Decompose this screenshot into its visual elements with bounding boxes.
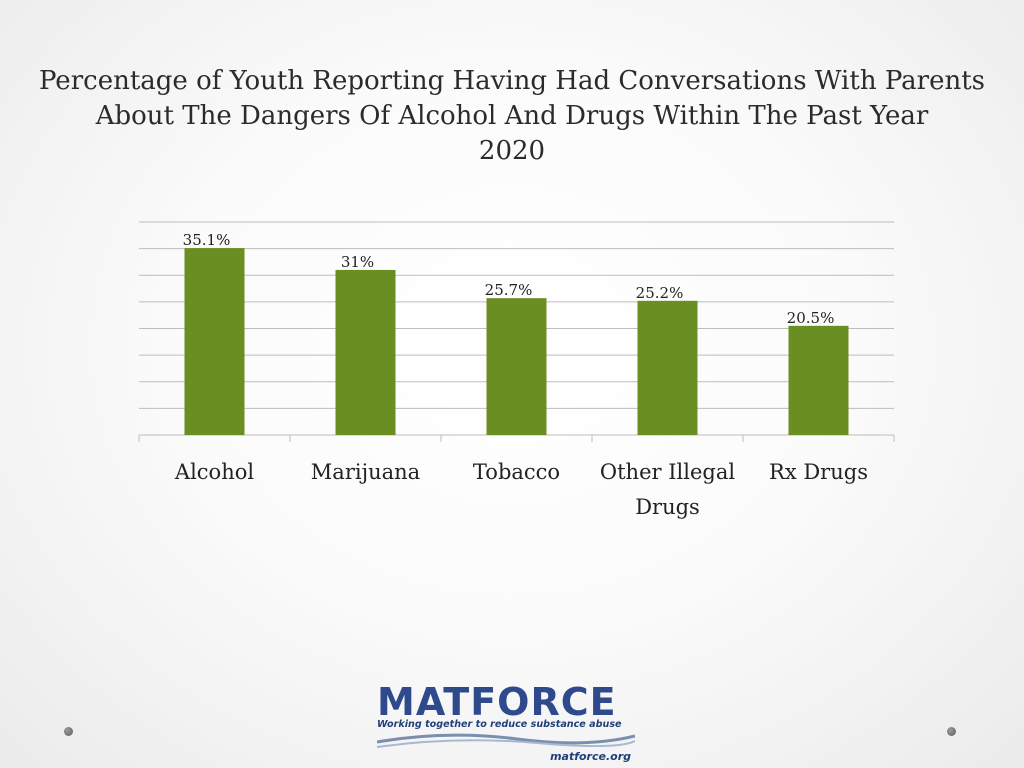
bar bbox=[637, 300, 698, 435]
x-tick-label-line: Tobacco bbox=[473, 460, 560, 484]
bar bbox=[335, 269, 396, 435]
x-tick-label: Other Illegal Drugs bbox=[600, 460, 735, 519]
x-tick-label-line: Alcohol bbox=[174, 460, 254, 484]
x-tick-label-line: Drugs bbox=[635, 495, 700, 519]
bar bbox=[788, 325, 849, 435]
left-dot-icon bbox=[64, 727, 73, 736]
x-tick-label: Rx Drugs bbox=[769, 460, 868, 484]
logo-url: matforce.org bbox=[550, 750, 631, 763]
chart-title: Percentage of Youth Reporting Having Had… bbox=[0, 64, 1024, 169]
right-dot-icon bbox=[947, 727, 956, 736]
logo-wordmark: MATFORCE bbox=[377, 680, 617, 724]
matforce-logo: MATFORCE Working together to reduce subs… bbox=[377, 682, 635, 768]
bar bbox=[486, 298, 547, 435]
x-tick-label-line: Rx Drugs bbox=[769, 460, 868, 484]
title-line-3: 2020 bbox=[478, 136, 546, 166]
x-tick-label: Tobacco bbox=[473, 460, 560, 484]
data-label: 20.5% bbox=[787, 309, 835, 327]
title-line-2: About The Dangers Of Alcohol And Drugs W… bbox=[95, 101, 929, 131]
title-line-1: Percentage of Youth Reporting Having Had… bbox=[38, 66, 986, 96]
data-label: 31% bbox=[341, 253, 374, 271]
bar bbox=[184, 248, 245, 435]
x-tick-label: Alcohol bbox=[174, 460, 254, 484]
logo-swoosh-icon bbox=[377, 733, 635, 748]
bar-chart: 35.1% Alcohol 31% Marijuana 25.7% Tobacco 25.2… bbox=[138, 221, 895, 519]
x-tick-label: Marijuana bbox=[311, 460, 420, 484]
x-tick-label-line: Marijuana bbox=[311, 460, 420, 484]
logo-tagline: Working together to reduce substance abu… bbox=[377, 719, 622, 730]
data-label: 25.7% bbox=[485, 281, 533, 299]
x-tick-label-line: Other Illegal bbox=[600, 460, 735, 484]
data-label: 25.2% bbox=[636, 284, 684, 302]
data-label: 35.1% bbox=[183, 231, 231, 249]
